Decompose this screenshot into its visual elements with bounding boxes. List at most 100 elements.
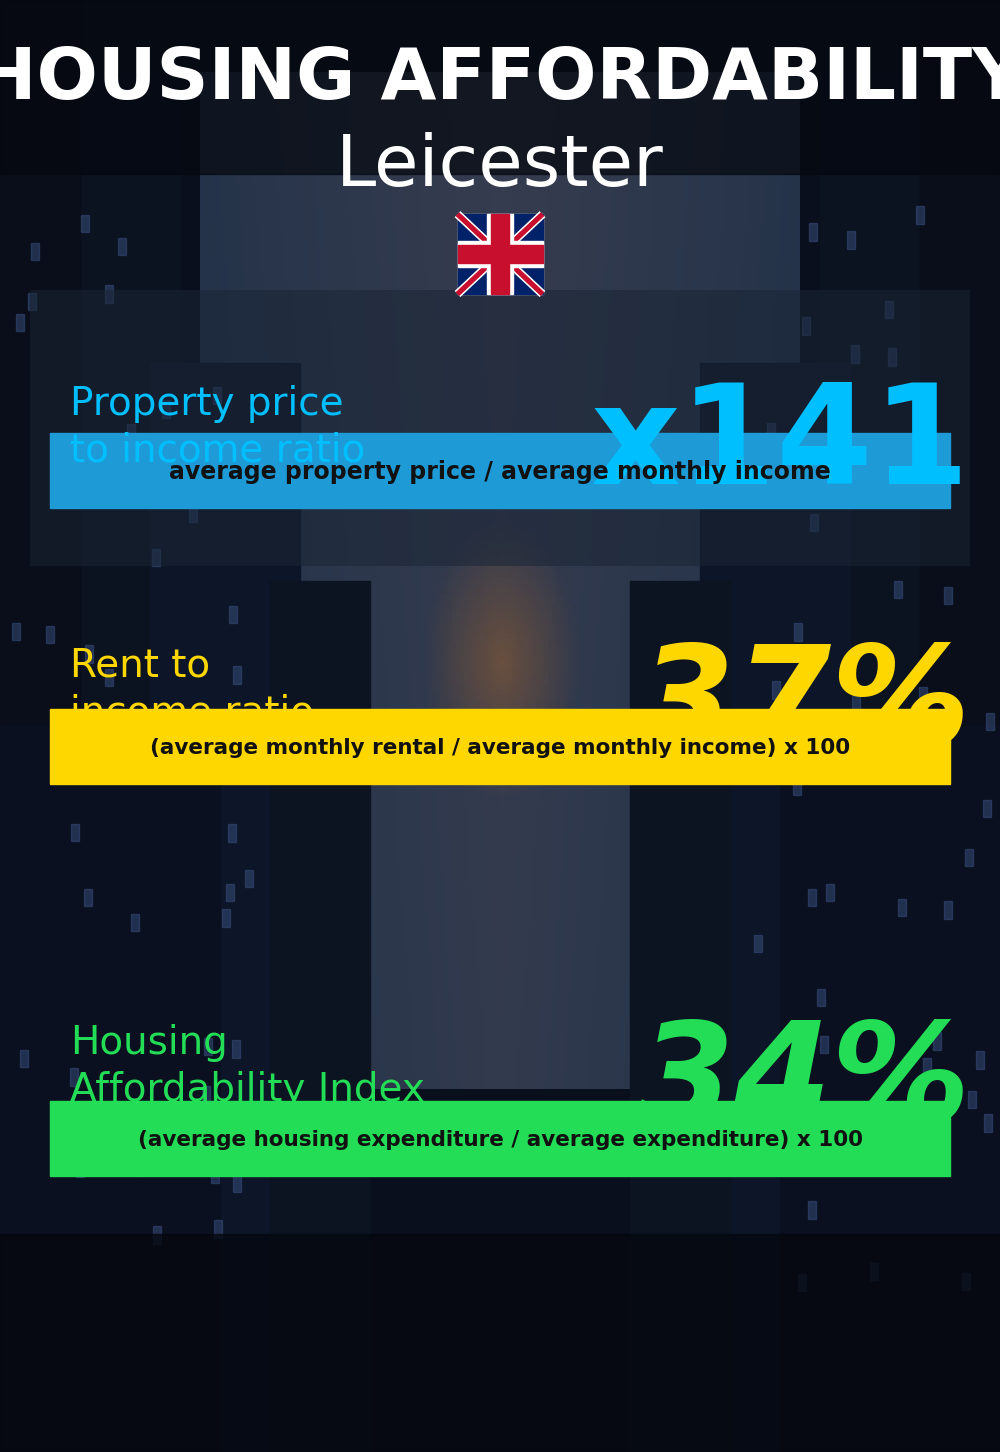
Bar	[817, 989, 825, 1006]
Bar	[820, 73, 1000, 1452]
Bar	[58, 450, 66, 468]
Bar	[100, 440, 108, 457]
Bar	[487, 213, 513, 293]
Bar	[229, 605, 237, 623]
Bar	[138, 1159, 146, 1176]
Bar	[153, 1225, 161, 1243]
Bar	[754, 935, 762, 953]
Bar	[944, 587, 952, 604]
Bar	[458, 241, 542, 267]
Bar	[767, 423, 775, 440]
Bar	[131, 913, 139, 931]
Text: 34%: 34%	[638, 1016, 970, 1151]
Bar	[50, 709, 950, 784]
Text: Leicester: Leicester	[336, 132, 664, 202]
Text: (average monthly rental / average monthly income) x 100: (average monthly rental / average monthl…	[150, 738, 850, 758]
Bar	[206, 1111, 214, 1128]
Bar	[944, 902, 952, 919]
Bar	[780, 726, 1000, 1452]
Bar	[968, 1090, 976, 1108]
Bar	[0, 73, 180, 1452]
Text: HOUSING AFFORDABILITY: HOUSING AFFORDABILITY	[0, 45, 1000, 115]
Bar	[983, 800, 991, 817]
Bar	[71, 823, 79, 841]
Text: x141: x141	[591, 378, 970, 513]
Bar	[223, 1114, 231, 1131]
Text: (average housing expenditure / average expenditure) x 100: (average housing expenditure / average e…	[138, 1130, 862, 1150]
Bar	[852, 694, 860, 711]
Bar	[870, 1263, 878, 1281]
Bar	[920, 0, 1000, 1452]
Bar	[127, 424, 135, 441]
Bar	[16, 314, 24, 331]
Bar	[12, 623, 20, 640]
Bar	[794, 623, 802, 640]
Bar	[85, 646, 93, 664]
Text: Rent to
income ratio: Rent to income ratio	[70, 646, 314, 732]
Bar	[821, 482, 829, 499]
Bar	[236, 1114, 244, 1131]
Bar	[270, 581, 370, 1452]
Bar	[189, 504, 197, 521]
Bar	[894, 581, 902, 598]
Bar	[245, 870, 253, 887]
Bar	[888, 348, 896, 366]
Bar	[847, 231, 855, 248]
Bar	[50, 1101, 950, 1176]
Bar	[31, 242, 39, 260]
Bar	[793, 778, 801, 796]
Bar	[809, 224, 817, 241]
Bar	[851, 346, 859, 363]
Bar	[810, 514, 818, 531]
Bar	[885, 301, 893, 318]
Text: Property price
to income ratio: Property price to income ratio	[70, 385, 365, 470]
Bar	[898, 729, 906, 746]
Bar	[232, 1041, 240, 1059]
Bar	[916, 726, 924, 743]
Bar	[630, 581, 730, 1452]
Bar	[916, 206, 924, 224]
Text: average property price / average monthly income: average property price / average monthly…	[169, 460, 831, 484]
Bar	[46, 626, 54, 643]
Bar	[962, 1272, 970, 1289]
Bar	[798, 1273, 806, 1291]
Bar	[933, 1032, 941, 1050]
FancyBboxPatch shape	[30, 290, 970, 566]
Bar	[202, 1086, 210, 1104]
Bar	[211, 1166, 219, 1183]
Bar	[0, 1234, 1000, 1452]
Bar	[20, 1050, 28, 1067]
Bar	[984, 1114, 992, 1131]
Bar	[70, 1069, 78, 1086]
Bar	[986, 713, 994, 730]
Bar	[820, 1035, 828, 1053]
Bar	[118, 238, 126, 256]
Bar	[84, 889, 92, 906]
Bar	[976, 1051, 984, 1069]
Bar	[152, 549, 160, 566]
Bar	[0, 0, 80, 1452]
Bar	[162, 756, 170, 774]
Bar	[458, 213, 542, 293]
Bar	[222, 909, 230, 926]
Bar	[105, 286, 113, 303]
Bar	[458, 213, 542, 293]
Bar	[772, 681, 780, 698]
Bar	[105, 668, 113, 685]
Bar	[491, 213, 509, 293]
Bar	[0, 726, 220, 1452]
Bar	[923, 1059, 931, 1076]
Bar	[28, 293, 36, 311]
Bar	[81, 215, 89, 232]
Bar	[808, 1201, 816, 1218]
Bar	[204, 1038, 212, 1056]
Bar	[898, 899, 906, 916]
Bar	[914, 751, 922, 768]
Bar	[700, 363, 850, 1452]
Bar	[0, 0, 1000, 174]
Bar	[233, 666, 241, 684]
Bar	[76, 1159, 84, 1176]
Bar	[233, 1175, 241, 1192]
Bar	[162, 401, 170, 418]
Bar	[228, 825, 236, 842]
